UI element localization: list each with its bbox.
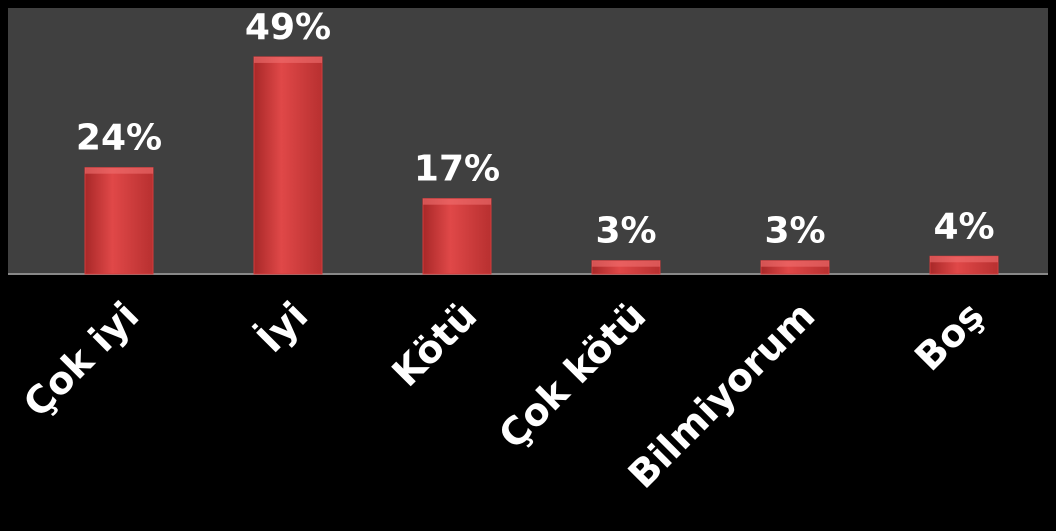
plot-area: [8, 8, 1048, 274]
value-label: 17%: [414, 149, 500, 190]
bar-top: [423, 198, 491, 205]
bar-top: [930, 256, 998, 263]
value-label: 24%: [76, 118, 162, 159]
bar-top: [254, 56, 322, 63]
x-tick-label: İyi: [249, 293, 317, 361]
bar: [84, 167, 154, 275]
bar-top: [85, 167, 153, 174]
bar: [253, 56, 323, 275]
x-tick-label: Kötü: [383, 293, 485, 395]
bar-top: [761, 260, 829, 267]
value-label: 3%: [764, 211, 825, 252]
bar-top: [592, 260, 660, 267]
x-tick-label: Çok kötü: [490, 293, 654, 457]
value-label: 3%: [595, 211, 656, 252]
x-tick-label: Boş: [906, 293, 992, 379]
value-label: 4%: [933, 206, 994, 247]
bar: [422, 198, 492, 275]
value-label: 49%: [245, 7, 331, 48]
x-tick-label: Çok iyi: [15, 293, 147, 425]
